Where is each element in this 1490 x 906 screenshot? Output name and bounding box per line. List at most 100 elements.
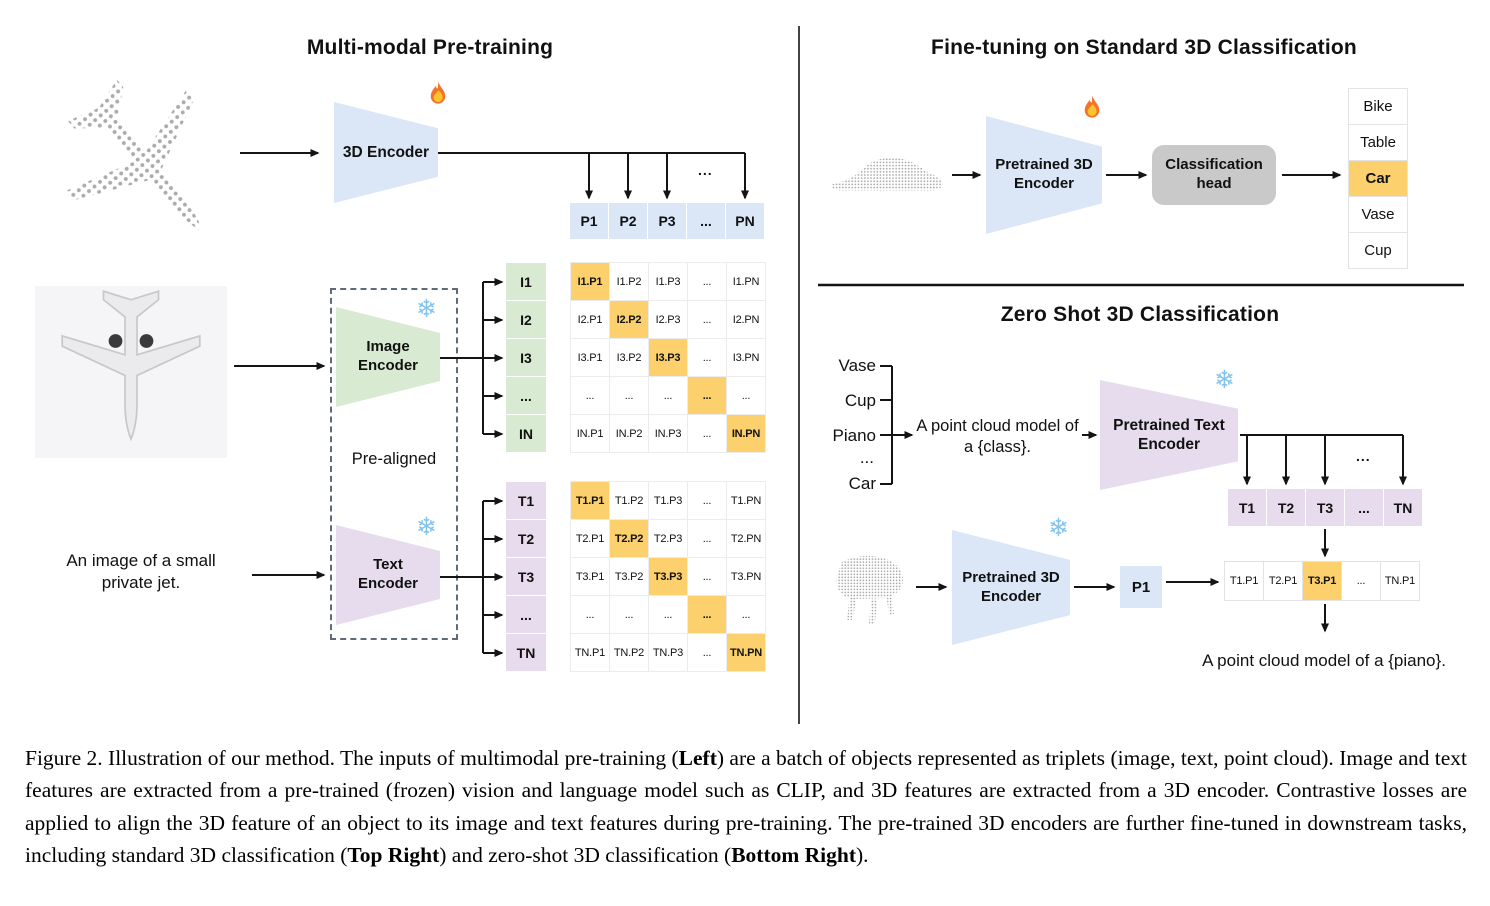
similarity-cell: ... (688, 263, 726, 300)
fine-tuning-title: Fine-tuning on Standard 3D Classificatio… (931, 36, 1357, 59)
similarity-cell: I3.P3 (649, 339, 687, 376)
car-point-cloud (831, 157, 943, 191)
similarity-cell: T2.P2 (610, 520, 648, 557)
similarity-cell: T2.P3 (649, 520, 687, 557)
result-cell: T1.P1 (1225, 562, 1263, 600)
piano-point-cloud (836, 555, 903, 625)
similarity-cell: TN.PN (727, 634, 765, 671)
similarity-cell: ... (688, 301, 726, 338)
3d-encoder-label: 3D Encoder (342, 143, 430, 161)
image-text-prompt: An image of a small private jet. (66, 551, 216, 593)
similarity-cell: I1.P1 (571, 263, 609, 300)
similarity-cell: ... (571, 377, 609, 414)
similarity-cell: ... (688, 634, 726, 671)
similarity-cell: I1.PN (727, 263, 765, 300)
class-word-car: Car (848, 474, 876, 493)
jet-photo-rendering (61, 290, 201, 440)
fire-icon (430, 81, 446, 104)
pre-aligned-box (330, 288, 458, 640)
text-feature-cell: T2 (506, 520, 546, 557)
class-list: Bike Table Car Vase Cup (1348, 88, 1408, 269)
similarity-cell: TN.P3 (649, 634, 687, 671)
text-feature-cell: T3 (506, 558, 546, 595)
class-word-cup: Cup (844, 391, 876, 410)
pretrained-3d-encoder-zeroshot-label: Pretrained 3D Encoder (962, 568, 1060, 605)
pretrained-text-encoder: Pretrained Text Encoder (1100, 380, 1238, 490)
similarity-cell: ... (688, 339, 726, 376)
t-feature-cell: T1 (1228, 489, 1266, 526)
figure-caption: Figure 2. Illustration of our method. Th… (25, 746, 1467, 867)
snowflake-icon: ❄ (1214, 366, 1235, 394)
similarity-cell: TN.P1 (571, 634, 609, 671)
image-encoder-label: Image Encoder (357, 338, 418, 374)
result-cell: TN.P1 (1381, 562, 1419, 600)
pretrained-3d-encoder-finetune: Pretrained 3D Encoder (986, 116, 1102, 234)
similarity-cell: ... (688, 415, 726, 452)
similarity-cell: ... (688, 482, 726, 519)
similarity-cell: I2.PN (727, 301, 765, 338)
similarity-cell: ... (688, 377, 726, 414)
jet-photo (35, 286, 227, 458)
class-cell: Table (1349, 125, 1407, 160)
t-feature-cell: T2 (1267, 489, 1305, 526)
similarity-cell: ... (727, 596, 765, 633)
similarity-cell: T3.P3 (649, 558, 687, 595)
similarity-cell: ... (688, 596, 726, 633)
similarity-cell: T2.P1 (571, 520, 609, 557)
similarity-cell: ... (649, 377, 687, 414)
airplane-point-cloud (35, 60, 250, 260)
text-feature-column: T1 T2 T3... TN (506, 482, 546, 671)
3d-encoder: 3D Encoder (334, 102, 438, 203)
similarity-cell: I2.P1 (571, 301, 609, 338)
classification-head-label: Classification head (1165, 156, 1263, 192)
zero-shot-result-row: T1.P1 T2.P1 T3.P1... TN.P1 (1224, 561, 1420, 601)
text-point-similarity-matrix: T1.P1 T1.P2 T1.P3... T1.PN T2.P1 T2.P2 T2.P3..… (570, 481, 766, 672)
image-point-similarity-matrix: I1.P1 I1.P2 I1.P3... I1.PN I2.P1 I2.P2 I2.P3..… (570, 262, 766, 453)
text-feature-cell: ... (506, 596, 546, 633)
similarity-cell: ... (610, 377, 648, 414)
text-encoder-label: Text Encoder (357, 556, 418, 592)
similarity-cell: T1.P3 (649, 482, 687, 519)
class-cell: Cup (1349, 233, 1407, 268)
class-word-vase: Vase (838, 356, 877, 375)
similarity-cell: ... (571, 596, 609, 633)
t-feature-cell: T3 (1306, 489, 1344, 526)
snowflake-icon: ❄ (416, 513, 437, 541)
pretrained-3d-encoder-label: Pretrained 3D Encoder (995, 156, 1093, 192)
similarity-cell: I3.P1 (571, 339, 609, 376)
result-cell: T3.P1 (1303, 562, 1341, 600)
similarity-cell: I2.P2 (610, 301, 648, 338)
image-feature-cell: ... (506, 377, 546, 414)
similarity-cell: T1.P1 (571, 482, 609, 519)
similarity-cell: TN.P2 (610, 634, 648, 671)
prompt-template: A point cloud model of a {class}. (916, 417, 1079, 457)
similarity-cell: ... (688, 558, 726, 595)
similarity-cell: I1.P3 (649, 263, 687, 300)
similarity-cell: ... (688, 520, 726, 557)
p-feature-cell: P1 (570, 203, 608, 239)
similarity-cell: T3.P2 (610, 558, 648, 595)
image-feature-cell: I2 (506, 301, 546, 338)
text-feature-cell: T1 (506, 482, 546, 519)
zero-shot-title: Zero Shot 3D Classification (1000, 303, 1280, 326)
class-word-ellipsis: ... (859, 448, 874, 467)
snowflake-icon: ❄ (416, 295, 437, 323)
similarity-cell: ... (610, 596, 648, 633)
similarity-cell: T2.PN (727, 520, 765, 557)
snowflake-icon: ❄ (1048, 514, 1069, 542)
image-feature-cell: IN (506, 415, 546, 452)
class-cell: Vase (1349, 197, 1407, 232)
similarity-cell: I3.P2 (610, 339, 648, 376)
pretrained-text-encoder-label: Pretrained Text Encoder (1113, 416, 1225, 453)
pre-aligned-label: Pre-aligned (351, 450, 437, 468)
similarity-cell: ... (727, 377, 765, 414)
similarity-cell: IN.P1 (571, 415, 609, 452)
p-feature-cell: PN (726, 203, 764, 239)
similarity-cell: ... (649, 596, 687, 633)
p-feature-cell: ... (687, 203, 725, 239)
similarity-cell: T3.P1 (571, 558, 609, 595)
similarity-cell: T3.PN (727, 558, 765, 595)
similarity-cell: T1.P2 (610, 482, 648, 519)
class-cell: Bike (1349, 89, 1407, 124)
p1-feature-box: P1 (1120, 566, 1162, 608)
